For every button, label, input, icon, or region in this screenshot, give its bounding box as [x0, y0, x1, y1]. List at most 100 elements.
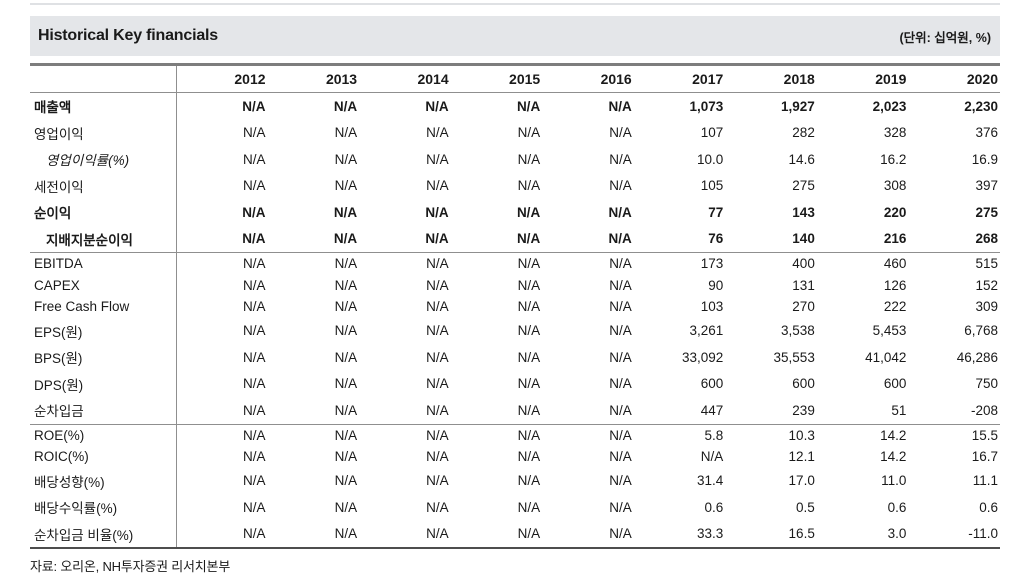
table-row: ROE(%) N/A N/A N/A N/A N/A 5.8 10.3 14.2 15.5: [30, 424, 1000, 446]
year-header: 2013: [267, 64, 360, 93]
cell-value: N/A: [334, 526, 358, 541]
cell-value: -208: [908, 397, 1000, 425]
cell-value: 77: [708, 204, 724, 220]
cell-value: N/A: [243, 449, 266, 464]
cell-value: N/A: [517, 256, 541, 271]
cell-value: N/A: [243, 151, 266, 167]
table-row: 순이익 N/A N/A N/A N/A N/A 77 143 220 275: [30, 199, 1000, 226]
cell-value: N/A: [243, 256, 266, 271]
cell-value: N/A: [334, 449, 358, 464]
cell-value: 309: [975, 299, 998, 314]
cell-value: N/A: [334, 256, 358, 271]
cell-value: N/A: [334, 427, 358, 443]
cell-value: N/A: [516, 204, 541, 220]
row-label: 배당수익률(%): [30, 494, 177, 521]
cell-value: N/A: [426, 277, 449, 293]
financials-table: 2012 2013 2014 2015 2016 2017 2018 2019 2020 매출액…: [30, 63, 1000, 549]
table-row: 지배지분순이익 N/A N/A N/A N/A N/A 76 140 216 268: [30, 225, 1000, 253]
cell-value: 222: [883, 299, 907, 314]
year-header-row: 2012 2013 2014 2015 2016 2017 2018 2019 2020: [30, 64, 1000, 93]
row-label: 지배지분순이익: [30, 225, 177, 253]
cell-value: 10.3: [788, 427, 815, 443]
cell-value: N/A: [517, 299, 541, 314]
cell-value: N/A: [609, 323, 632, 338]
cell-value: N/A: [243, 376, 266, 391]
cell-value: N/A: [517, 376, 541, 391]
table-row: 영업이익률(%) N/A N/A N/A N/A N/A 10.0 14.6 16.2 16.9: [30, 146, 1000, 173]
cell-value: 143: [792, 204, 815, 220]
cell-value: 17.0: [788, 473, 815, 488]
cell-value: N/A: [426, 125, 449, 140]
cell-value: 275: [975, 204, 998, 220]
cell-value: 270: [792, 299, 815, 314]
row-label: 영업이익률(%): [30, 146, 177, 173]
cell-value: N/A: [426, 256, 449, 271]
cell-value: 220: [883, 204, 907, 220]
cell-value: N/A: [700, 449, 724, 464]
cell-value: N/A: [517, 473, 541, 488]
cell-value: N/A: [334, 299, 358, 314]
cell-value: 216: [816, 225, 909, 253]
table-row: CAPEX N/A N/A N/A N/A N/A 90 131 126 152: [30, 274, 1000, 296]
cell-value: N/A: [243, 277, 266, 293]
cell-value: 3.0: [887, 526, 907, 541]
cell-value: 126: [883, 277, 907, 293]
cell-value: N/A: [609, 151, 632, 167]
cell-value: N/A: [609, 526, 632, 541]
cell-value: N/A: [334, 499, 358, 515]
cell-value: 33.3: [697, 526, 724, 541]
report-page: Historical Key financials (단위: 십억원, %) 2…: [0, 3, 1024, 584]
cell-value: 600: [792, 376, 815, 391]
cell-value: 268: [908, 225, 1000, 253]
cell-value: N/A: [517, 526, 541, 541]
cell-value: N/A: [243, 499, 266, 515]
cell-value: N/A: [425, 98, 449, 114]
cell-value: 33,092: [681, 349, 724, 365]
row-label: 매출액: [30, 92, 177, 120]
top-divider: [30, 3, 1000, 5]
cell-value: N/A: [426, 151, 449, 167]
cell-value: N/A: [334, 151, 358, 167]
cell-value: 31.4: [697, 473, 724, 488]
cell-value: N/A: [450, 397, 543, 425]
cell-value: N/A: [243, 349, 266, 365]
cell-value: N/A: [243, 299, 266, 314]
cell-value: N/A: [517, 427, 541, 443]
cell-value: 400: [792, 256, 815, 271]
cell-value: N/A: [334, 376, 358, 391]
cell-value: N/A: [609, 449, 632, 464]
cell-value: N/A: [517, 151, 541, 167]
cell-value: 750: [975, 376, 998, 391]
cell-value: 0.6: [704, 499, 724, 515]
cell-value: N/A: [609, 178, 632, 193]
row-label: 세전이익: [30, 172, 177, 199]
cell-value: N/A: [243, 178, 266, 193]
cell-value: 515: [975, 256, 998, 271]
cell-value: 5,453: [872, 323, 907, 338]
cell-value: N/A: [609, 376, 632, 391]
row-label: Free Cash Flow: [30, 296, 177, 318]
row-label: CAPEX: [30, 274, 177, 296]
cell-value: N/A: [609, 349, 632, 365]
cell-value: N/A: [517, 125, 541, 140]
row-label: 영업이익: [30, 119, 177, 146]
cell-value: 328: [883, 125, 907, 140]
row-label: DPS(원): [30, 370, 177, 397]
cell-value: N/A: [426, 526, 449, 541]
corner-cell: [30, 64, 177, 93]
cell-value: 14.2: [880, 427, 907, 443]
year-header: 2017: [633, 64, 726, 93]
cell-value: N/A: [516, 98, 541, 114]
cell-value: N/A: [334, 125, 358, 140]
table-row: Free Cash Flow N/A N/A N/A N/A N/A 103 270 222 30…: [30, 296, 1000, 318]
cell-value: 16.2: [880, 151, 907, 167]
table-row: 영업이익 N/A N/A N/A N/A N/A 107 282 328 376: [30, 119, 1000, 146]
table-row: EBITDA N/A N/A N/A N/A N/A 173 400 460 515: [30, 252, 1000, 275]
cell-value: N/A: [333, 98, 358, 114]
table-title-bar: Historical Key financials (단위: 십억원, %): [30, 16, 1000, 56]
cell-value: N/A: [243, 526, 266, 541]
cell-value: 11.0: [881, 473, 907, 488]
cell-value: 16.5: [788, 526, 815, 541]
cell-value: 35,553: [773, 349, 815, 365]
table-row: 매출액 N/A N/A N/A N/A N/A 1,073 1,927 2,023 2,230: [30, 92, 1000, 120]
